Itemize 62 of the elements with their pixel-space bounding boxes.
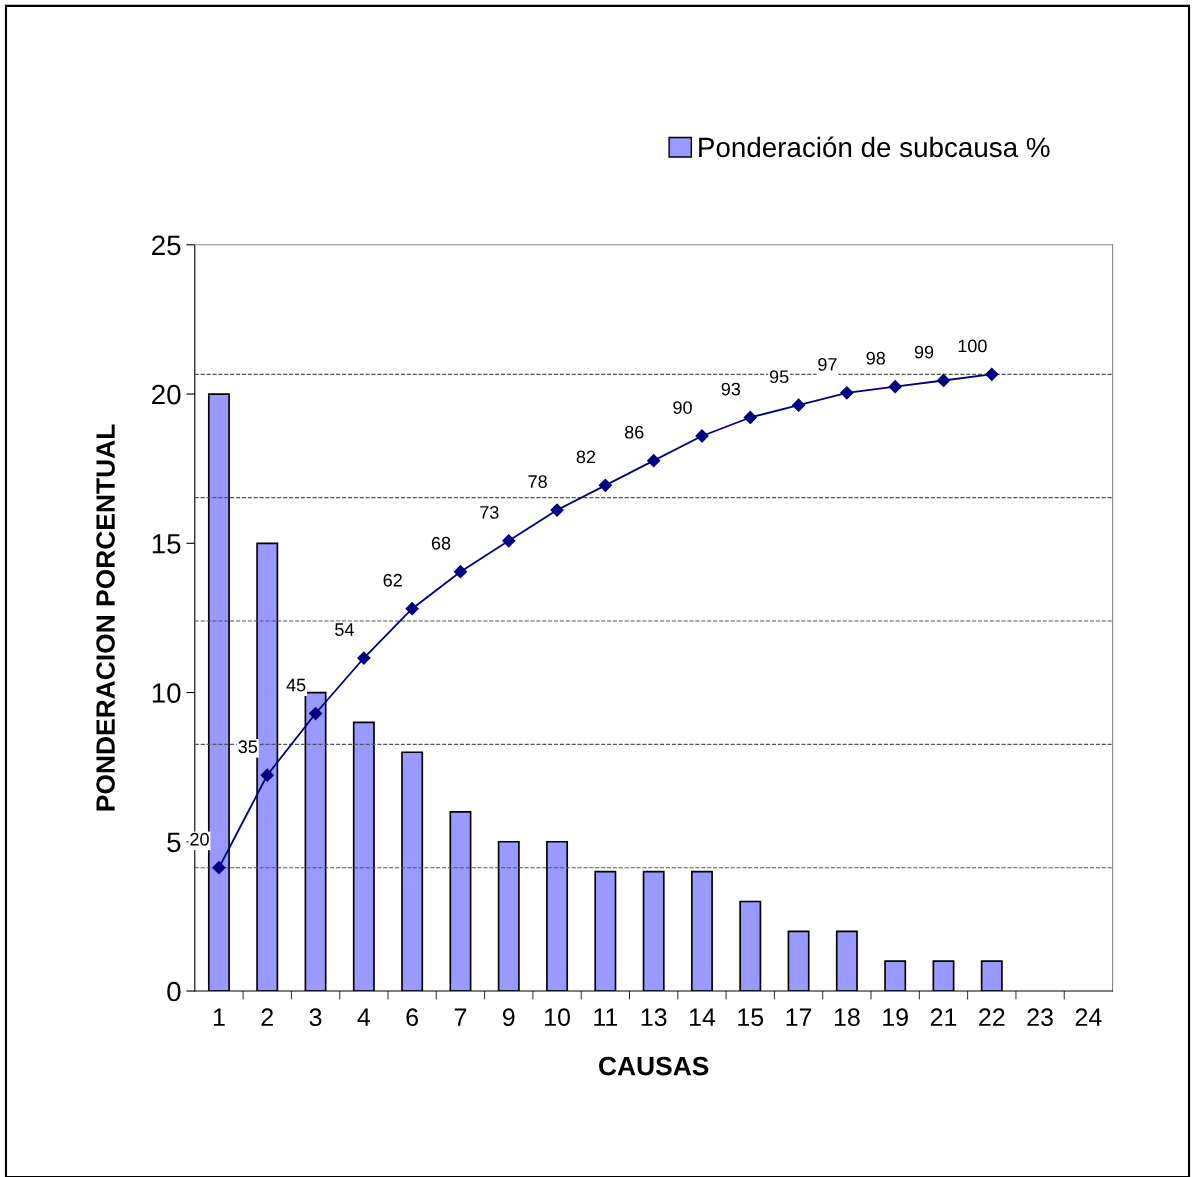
data-label: 95 <box>769 370 789 384</box>
x-tick-label: 9 <box>502 1008 515 1027</box>
point <box>936 373 951 388</box>
x-tick-label: 14 <box>689 1008 716 1026</box>
point <box>695 429 709 443</box>
y-tick-label: 20 <box>152 384 181 405</box>
legend-label: Ponderación de subcausa % <box>699 136 1050 158</box>
x-tick-label: 6 <box>406 1008 418 1027</box>
point <box>212 861 226 875</box>
data-label: 99 <box>914 345 934 359</box>
point <box>260 768 274 782</box>
data-label: 90 <box>673 401 692 414</box>
data-label: 86 <box>624 425 644 439</box>
point <box>357 651 371 665</box>
x-tick-label: 3 <box>309 1008 322 1027</box>
point <box>308 706 323 721</box>
x-tick-label: 10 <box>545 1008 570 1027</box>
x-tick-label: 4 <box>357 1008 371 1026</box>
x-tick-label: 18 <box>834 1008 860 1027</box>
data-label: 54 <box>335 623 354 636</box>
point <box>791 398 806 412</box>
y-tick-label: 0 <box>167 981 181 1002</box>
data-label: 82 <box>576 450 596 464</box>
x-tick-label: 24 <box>1075 1008 1102 1026</box>
x-tick-label: 1 <box>213 1008 225 1026</box>
data-label: 78 <box>528 475 547 488</box>
data-label: 20 <box>190 832 209 846</box>
data-label: 73 <box>480 506 499 519</box>
y-tick-label: 25 <box>152 235 181 256</box>
data-label: 97 <box>818 358 837 371</box>
data-label: 100 <box>958 339 987 353</box>
point <box>453 565 468 579</box>
x-tick-label: 17 <box>786 1008 812 1026</box>
x-tick-label: 22 <box>979 1008 1005 1026</box>
x-tick-label: 13 <box>641 1008 667 1027</box>
data-label: 62 <box>383 573 402 587</box>
x-tick-label: 23 <box>1027 1008 1053 1027</box>
y-tick-label: 5 <box>167 832 181 853</box>
x-tick-label: 2 <box>261 1008 273 1026</box>
point <box>985 367 999 381</box>
y-tick-label: 15 <box>152 534 181 554</box>
y-tick-label: 10 <box>152 683 181 703</box>
data-label: 35 <box>238 740 258 754</box>
x-tick-label: 21 <box>930 1008 957 1026</box>
x-tick-label: 15 <box>738 1008 764 1027</box>
point <box>888 380 902 394</box>
point <box>840 386 854 400</box>
point <box>598 478 612 492</box>
point <box>502 534 516 548</box>
data-label: 98 <box>866 351 885 365</box>
point <box>405 602 419 616</box>
data-label: 45 <box>286 678 306 692</box>
point <box>743 410 757 425</box>
x-tick-label: 11 <box>594 1008 618 1026</box>
point <box>647 454 661 468</box>
data-label: 68 <box>431 536 451 550</box>
data-label: 93 <box>721 382 741 396</box>
y-axis-title: PONDERACION PORCENTUAL <box>96 424 115 811</box>
point <box>550 503 564 517</box>
x-tick-label: 7 <box>454 1008 467 1026</box>
x-axis-title: CAUSAS <box>599 1056 709 1076</box>
x-tick-label: 19 <box>883 1008 908 1027</box>
